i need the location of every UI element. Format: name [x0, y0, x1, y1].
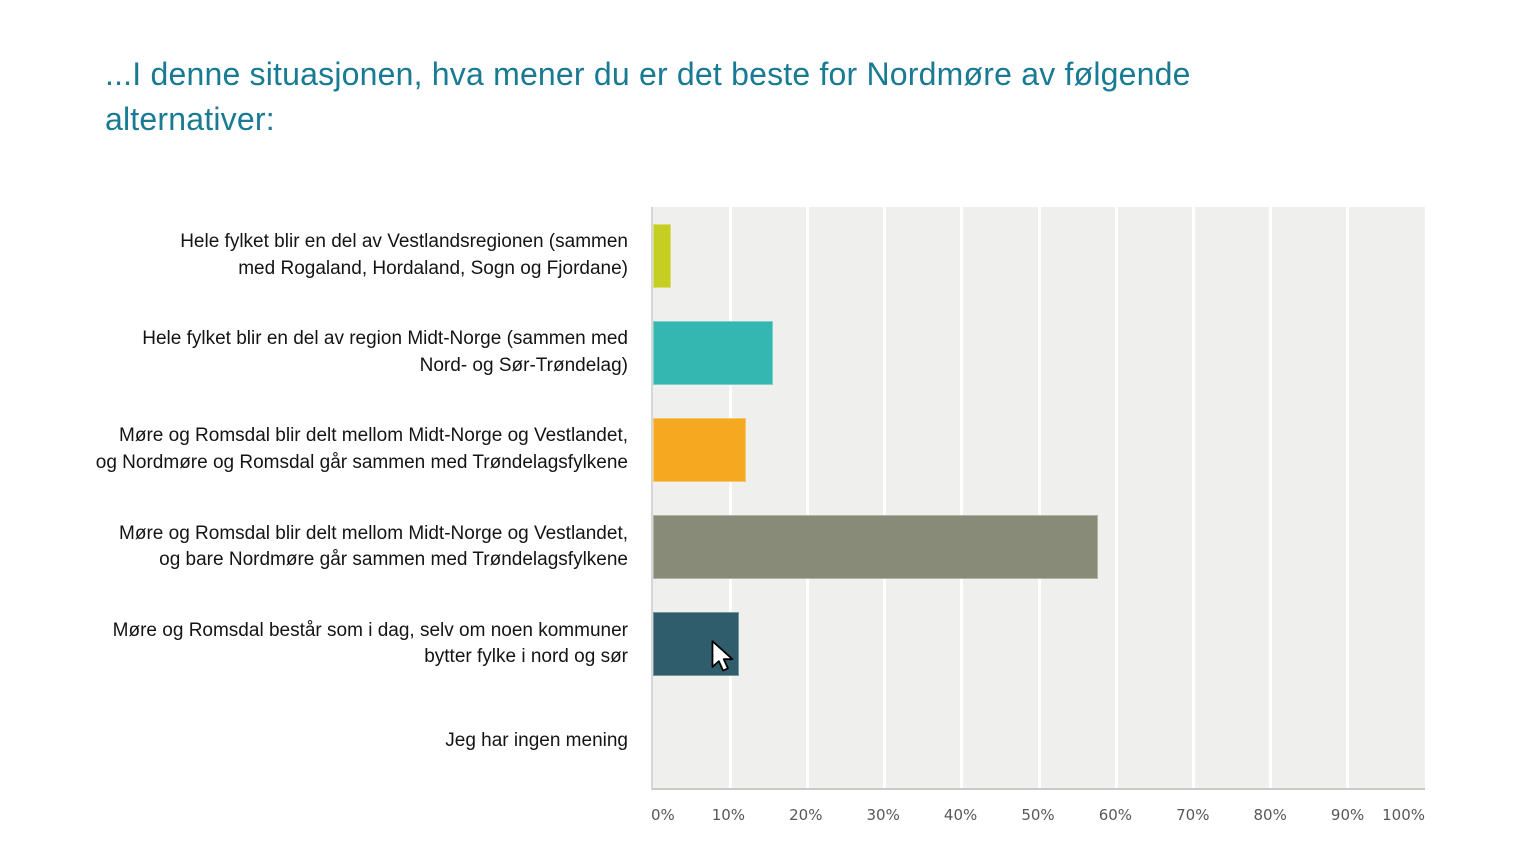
x-tick-label: 90%: [1330, 806, 1365, 824]
category-labels: Hele fylket blir en del av Vestlandsregi…: [38, 207, 628, 790]
gridline: [1269, 207, 1273, 788]
gridline: [883, 207, 887, 788]
x-tick-label: 30%: [866, 806, 900, 824]
x-tick-label: 20%: [789, 806, 823, 824]
gridline: [1114, 207, 1118, 788]
x-tick-label: 60%: [1098, 806, 1133, 824]
bar-series: [653, 207, 1425, 790]
category-label: Møre og Romsdal består som i dag, selv o…: [112, 619, 628, 668]
x-tick-label: 100%: [1382, 806, 1425, 824]
x-tick-label: 70%: [1176, 806, 1210, 824]
gridline: [805, 207, 809, 788]
x-tick-label: 40%: [943, 806, 978, 824]
gridline: [1191, 207, 1195, 788]
plot-area: [651, 207, 1425, 790]
category-label: Hele fylket blir en del av region Midt-N…: [142, 328, 628, 376]
gridline: [728, 207, 732, 788]
bar: [653, 223, 671, 288]
x-axis: 0% 10% 20% 30% 40% 50% 60% 70% 80% 90% 100%: [651, 806, 1425, 832]
category-label: Møre og Romsdal blir delt mellom Midt-No…: [119, 522, 628, 571]
bar: [653, 320, 773, 385]
category-label: Jeg har ingen mening: [445, 730, 628, 752]
gridline: [1037, 207, 1041, 788]
x-tick-label: 80%: [1253, 806, 1287, 824]
x-tick-label: 10%: [711, 806, 746, 824]
gridline: [960, 207, 964, 788]
bar: [653, 417, 746, 482]
x-tick-label: 0%: [651, 806, 675, 824]
category-label: Møre og Romsdal blir delt mellom Midt-No…: [95, 425, 628, 473]
x-tick-label: 50%: [1021, 806, 1055, 824]
mouse-cursor-icon: [711, 640, 734, 672]
bar: [653, 515, 1099, 580]
gridline: [1346, 207, 1350, 788]
page-title: ...I denne situasjonen, hva mener du er …: [105, 56, 1191, 137]
category-label: Hele fylket blir en del av Vestlandsregi…: [180, 231, 628, 279]
